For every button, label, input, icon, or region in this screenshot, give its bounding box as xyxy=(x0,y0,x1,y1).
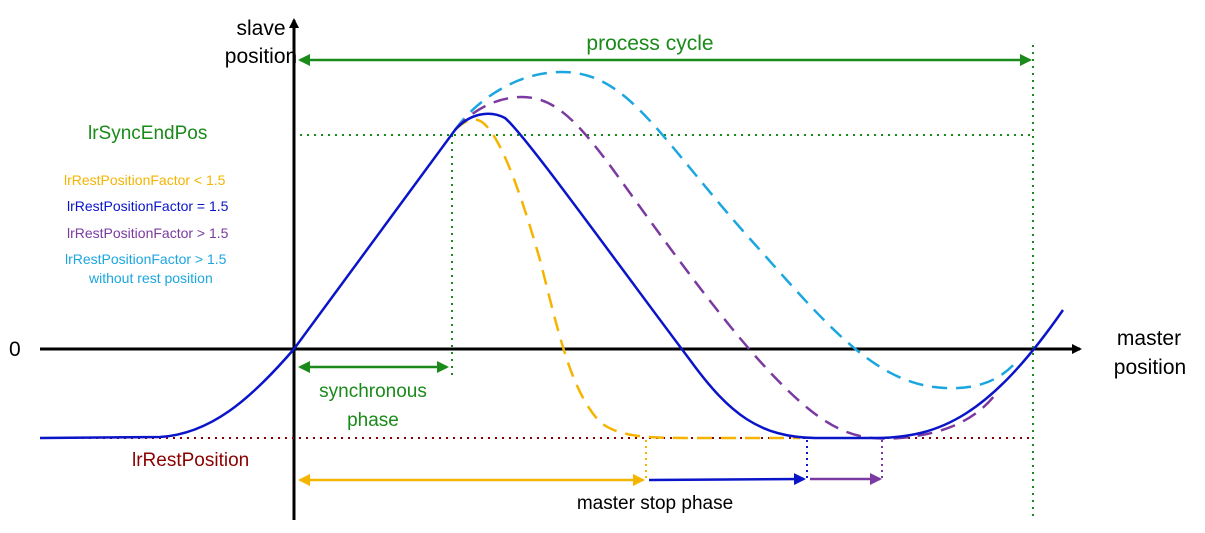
master-stop-phase-label: master stop phase xyxy=(576,493,734,514)
x-axis-label-line1: master xyxy=(1116,327,1182,350)
process-cycle-label: process cycle xyxy=(586,32,714,55)
curve-factor-eq-1-5 xyxy=(39,112,1065,440)
x-axis-label-line2: position xyxy=(1113,356,1187,379)
master-stop-blue-arrow xyxy=(648,473,806,486)
legend-item-no-rest-sub: without rest position xyxy=(89,270,213,286)
legend-item-factor-lt-1-5: lrRestPositionFactor < 1.5 xyxy=(64,172,226,188)
y-axis-label-line2: position xyxy=(224,45,298,68)
legend-item-factor-gt-1-5: lrRestPositionFactor > 1.5 xyxy=(67,225,229,241)
sync-end-pos-label: lrSyncEndPos xyxy=(88,123,208,144)
curve-factor-gt-1-5 xyxy=(454,95,996,440)
legend-item-factor-eq-1-5: lrRestPositionFactor = 1.5 xyxy=(67,198,229,214)
synchronous-phase-label-line2: phase xyxy=(347,410,399,431)
zero-label: 0 xyxy=(9,338,21,361)
curve-factor-lt-1-5 xyxy=(454,118,800,440)
rest-position-label: lrRestPosition xyxy=(132,450,250,471)
synchronous-phase-label-line1: synchronous xyxy=(319,381,427,402)
legend-item-factor-gt-1-5-no-rest: lrRestPositionFactor > 1.5 xyxy=(65,251,227,267)
curve-factor-gt-1-5-no-rest xyxy=(453,70,1019,390)
y-axis-label-line1: slave xyxy=(236,17,286,40)
